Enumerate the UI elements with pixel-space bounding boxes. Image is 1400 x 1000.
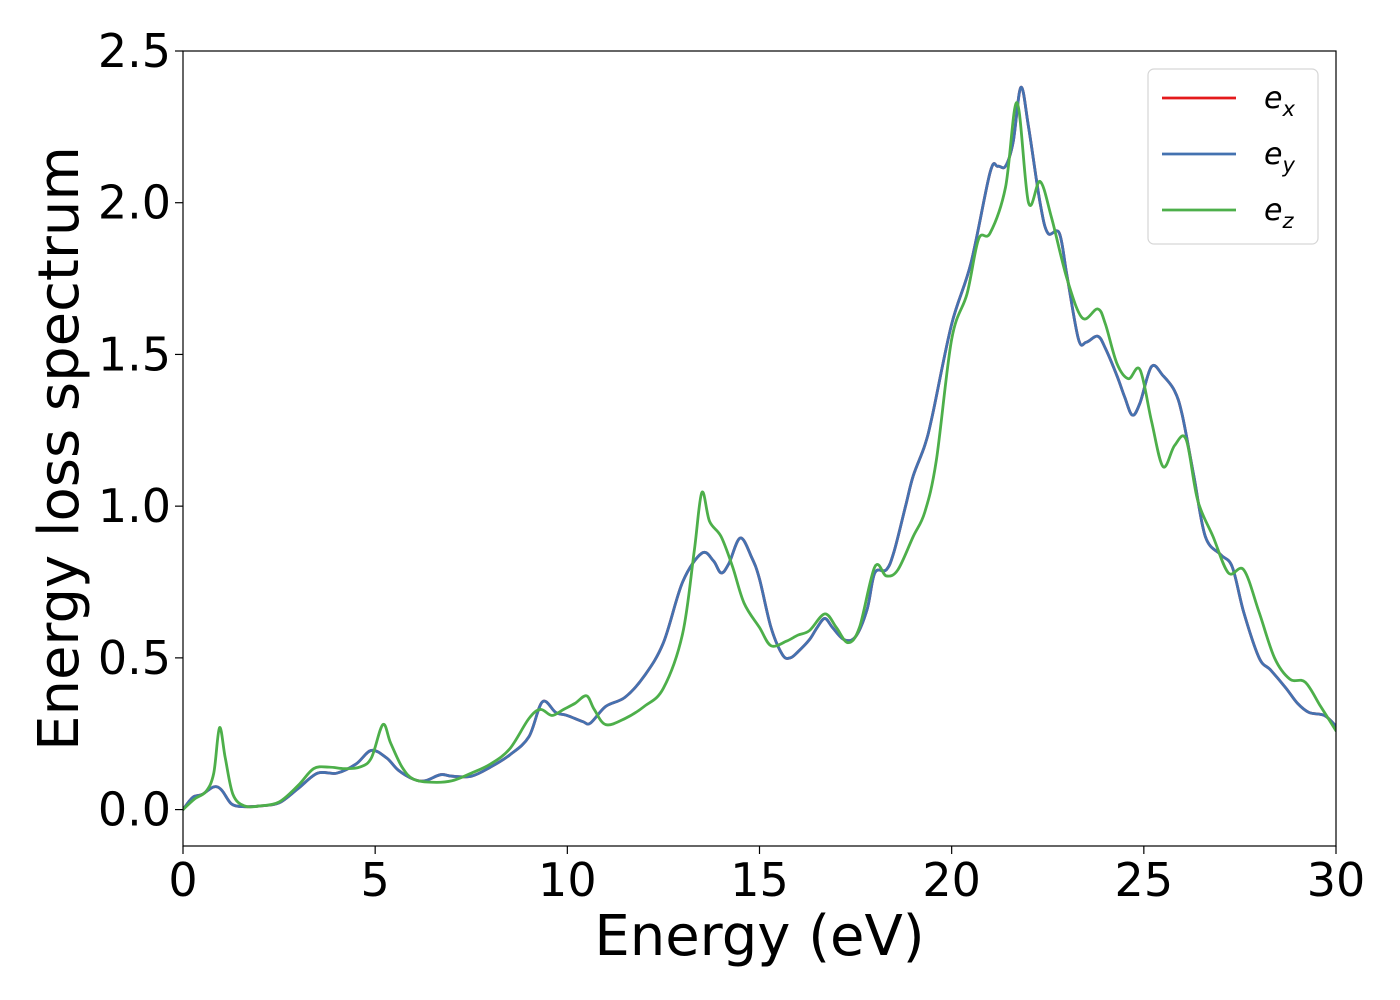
y-tick-label: 0.5 [98,631,171,685]
y-tick-label: 1.5 [98,327,171,381]
legend: ex ey ez [1147,68,1319,245]
series-line-y [183,86,1336,811]
y-tick-label: 0.0 [98,783,171,837]
x-tick-label: 20 [922,853,981,907]
x-tick-label: 25 [1115,853,1174,907]
series-layer [183,86,1336,811]
x-tick-label: 0 [168,853,197,907]
y-tick-label: 2.5 [98,24,171,78]
y-axis-title: Energy loss spectrum [27,146,92,751]
y-axis: 0.0 0.5 1.0 1.5 2.0 2.5 [98,24,183,837]
x-tick-label: 15 [730,853,789,907]
y-tick-label: 1.0 [98,479,171,533]
legend-box [1147,68,1319,245]
legend-label-x: ex [1264,81,1295,121]
y-tick-label: 2.0 [98,176,171,230]
x-axis-title: Energy (eV) [594,904,924,969]
x-tick-label: 30 [1307,853,1366,907]
x-tick-label: 10 [538,853,597,907]
series-line-z [183,101,1336,811]
x-tick-label: 5 [361,853,390,907]
legend-label-z: ez [1264,193,1294,233]
legend-label-y: ey [1264,137,1295,177]
x-axis: 0 5 10 15 20 25 30 [168,846,1365,907]
